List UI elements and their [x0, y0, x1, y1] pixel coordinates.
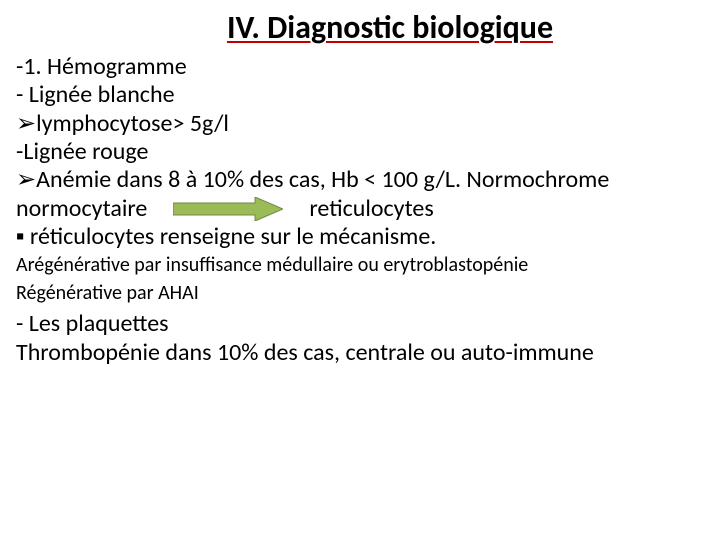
line-lymphocytose: ➢lymphocytose> 5g/l	[16, 110, 704, 138]
line-aregenerative: Arégénérative par insuffisance médullair…	[16, 253, 704, 279]
slide-container: IV. Diagnostic biologique -1. Hémogramme…	[0, 0, 720, 367]
line-lignee-rouge: -Lignée rouge	[16, 138, 704, 166]
line-anemie: ➢Anémie dans 8 à 10% des cas, Hb < 100 g…	[16, 166, 704, 194]
arrow-icon	[173, 197, 283, 221]
line-lignee-blanche: - Lignée blanche	[16, 81, 704, 109]
line-arrow-row: normocytaire reticulocytes	[16, 195, 704, 223]
line-hemogramme: -1. Hémogramme	[16, 53, 704, 81]
slide-title: IV. Diagnostic biologique	[16, 8, 704, 47]
text-normocytaire: normocytaire	[16, 195, 147, 223]
line-reticulocytes-mecanisme: ▪ réticulocytes renseigne sur le mécanis…	[16, 223, 704, 251]
line-plaquettes: - Les plaquettes	[16, 310, 704, 338]
line-regenerative: Régénérative par AHAI	[16, 281, 704, 307]
line-thrombopenie: Thrombopénie dans 10% des cas, centrale …	[16, 339, 704, 367]
text-reticulocytes: reticulocytes	[309, 195, 433, 223]
